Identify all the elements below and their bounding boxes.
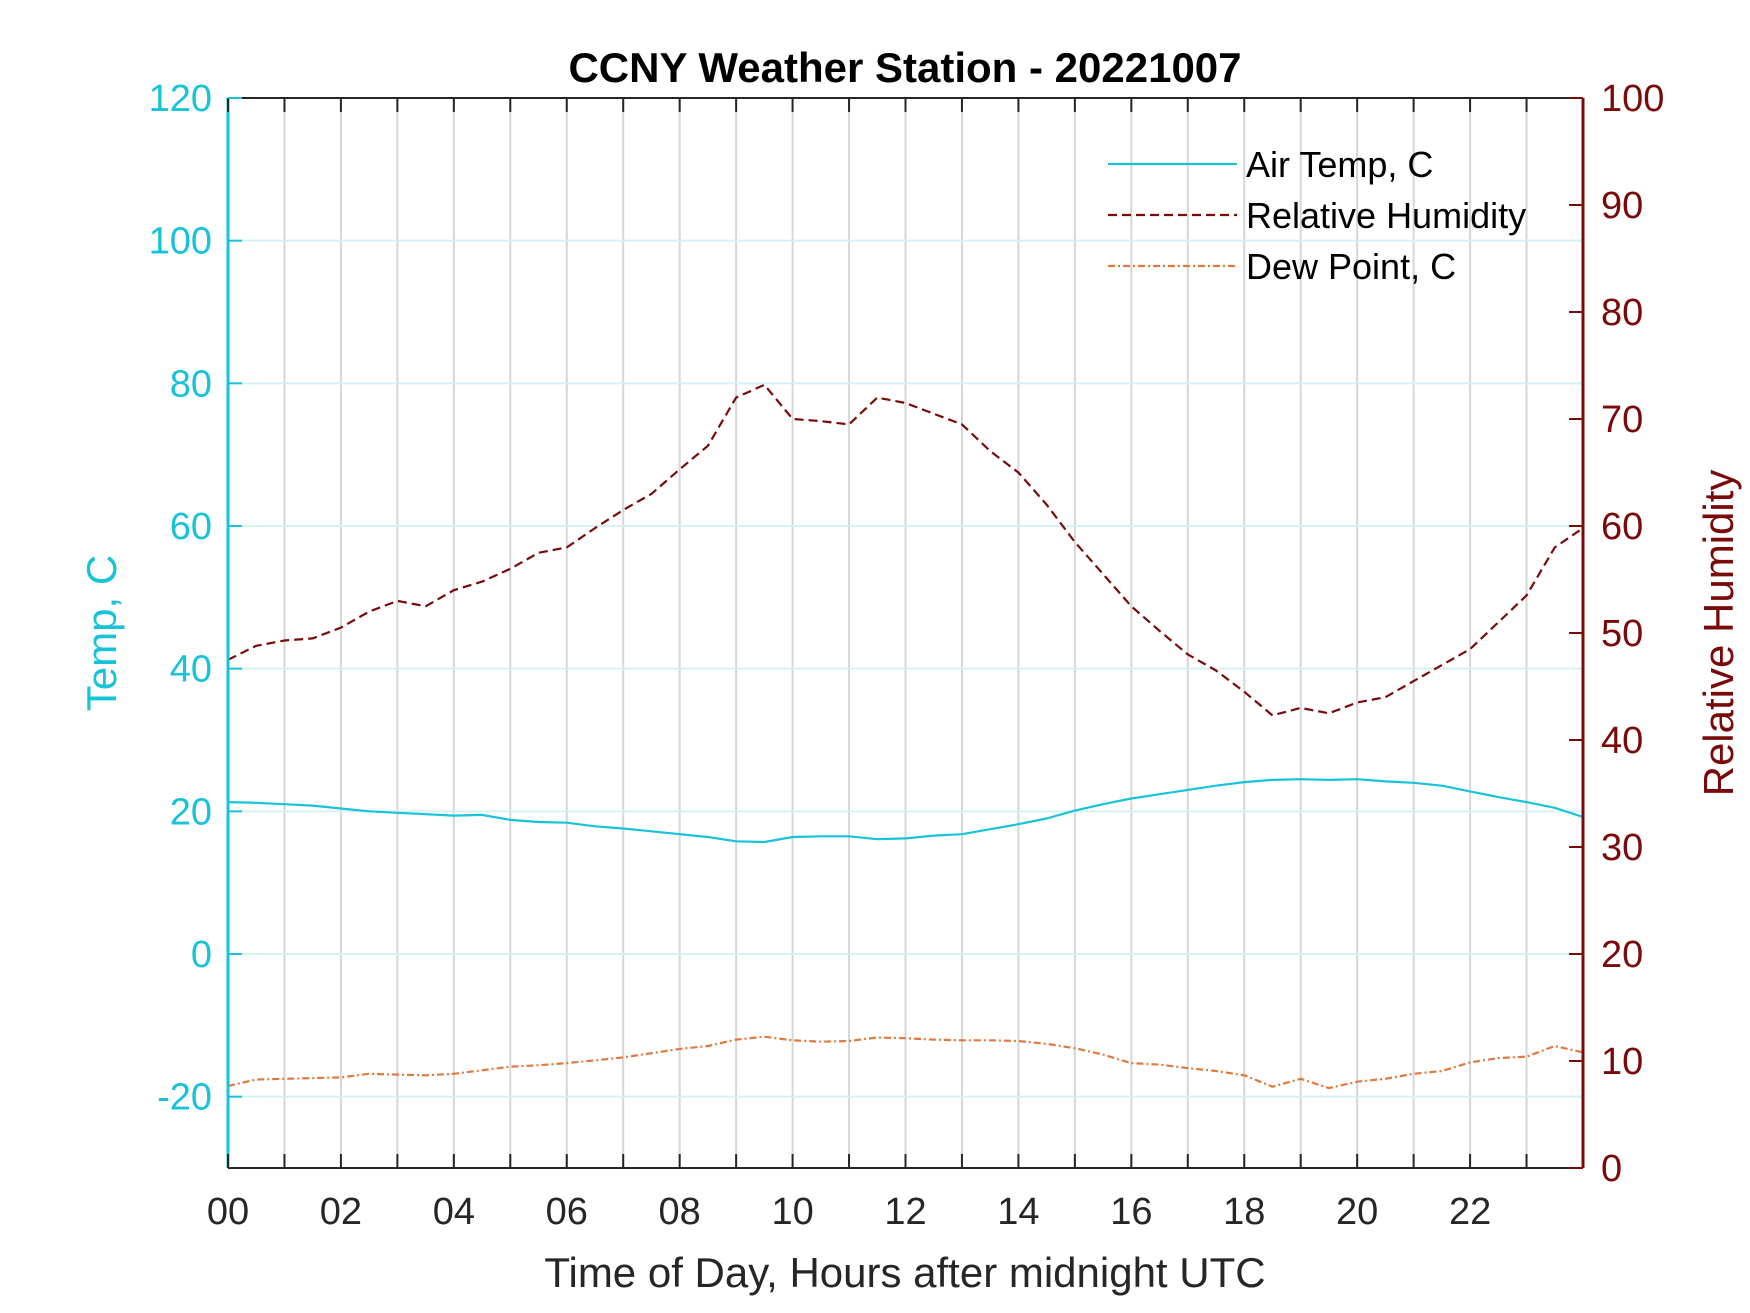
left-y-tick-label: 0 <box>191 934 212 976</box>
right-y-tick-label: 0 <box>1601 1148 1622 1190</box>
x-tick-label: 22 <box>1449 1191 1491 1233</box>
left-y-tick-label: 80 <box>170 363 212 405</box>
left-y-tick-label: 60 <box>170 506 212 548</box>
left-axis-label: Temp, C <box>78 555 125 711</box>
chart-title: CCNY Weather Station - 20221007 <box>568 44 1241 91</box>
x-tick-label: 00 <box>207 1191 249 1233</box>
x-tick-label: 18 <box>1223 1191 1265 1233</box>
right-y-tick-label: 20 <box>1601 934 1643 976</box>
right-axis-label: Relative Humidity <box>1695 470 1742 797</box>
left-y-tick-label: 40 <box>170 649 212 691</box>
x-tick-label: 12 <box>884 1191 926 1233</box>
legend: Air Temp, C Relative Humidity Dew Point, C <box>1108 144 1526 287</box>
legend-label-3: Dew Point, C <box>1246 246 1456 287</box>
right-y-tick-label: 40 <box>1601 720 1643 762</box>
series-line-3 <box>228 1035 1583 1090</box>
x-tick-label: 02 <box>320 1191 362 1233</box>
x-tick-label: 16 <box>1110 1191 1152 1233</box>
series-line-2 <box>228 383 1583 717</box>
x-tick-label: 08 <box>659 1191 701 1233</box>
grid-lines <box>228 98 1583 1168</box>
right-y-tick-label: 100 <box>1601 78 1664 120</box>
left-y-tick-label: 20 <box>170 791 212 833</box>
right-y-tick-label: 80 <box>1601 292 1643 334</box>
left-y-tick-label: 120 <box>149 78 212 120</box>
left-y-tick-label: -20 <box>157 1077 212 1119</box>
x-tick-label: 20 <box>1336 1191 1378 1233</box>
left-y-tick-label: 100 <box>149 221 212 263</box>
x-tick-label: 06 <box>546 1191 588 1233</box>
right-y-tick-label: 10 <box>1601 1041 1643 1083</box>
x-tick-label: 14 <box>997 1191 1039 1233</box>
right-y-tick-label: 70 <box>1601 399 1643 441</box>
legend-label-1: Air Temp, C <box>1246 144 1433 185</box>
data-series <box>228 383 1583 1090</box>
series-line-1 <box>228 778 1583 844</box>
legend-label-2: Relative Humidity <box>1246 195 1526 236</box>
x-axis-label: Time of Day, Hours after midnight UTC <box>544 1249 1265 1296</box>
x-tick-label: 10 <box>771 1191 813 1233</box>
right-y-tick-label: 60 <box>1601 506 1643 548</box>
x-tick-label: 04 <box>433 1191 475 1233</box>
right-y-tick-label: 90 <box>1601 185 1643 227</box>
right-y-tick-label: 30 <box>1601 827 1643 869</box>
axes: 00 02 04 06 08 10 12 14 16 18 20 22-200204060801001… <box>149 78 1665 1233</box>
right-y-tick-label: 50 <box>1601 613 1643 655</box>
